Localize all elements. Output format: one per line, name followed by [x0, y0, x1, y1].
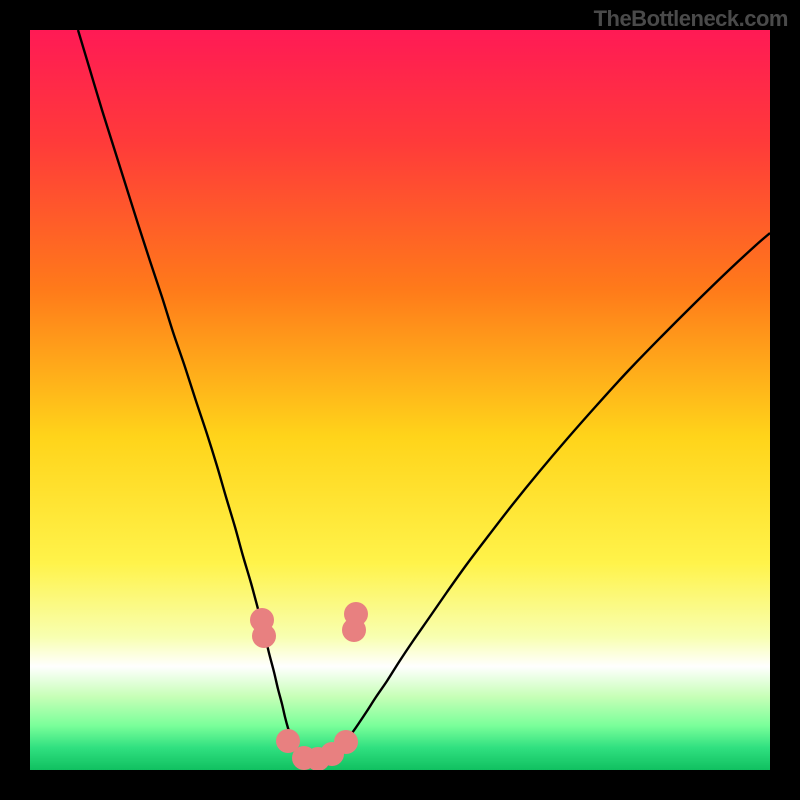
plot-svg — [30, 30, 770, 770]
data-marker — [344, 602, 368, 626]
data-marker — [334, 730, 358, 754]
watermark-text: TheBottleneck.com — [594, 6, 788, 32]
plot-area — [30, 30, 770, 770]
chart-frame: TheBottleneck.com — [0, 0, 800, 800]
data-marker — [252, 624, 276, 648]
